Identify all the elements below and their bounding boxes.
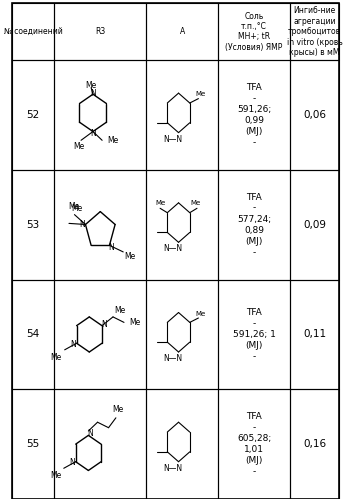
Text: Me: Me <box>129 318 141 327</box>
Bar <box>12 170 54 279</box>
Bar <box>54 170 146 279</box>
Bar <box>146 389 218 499</box>
Bar <box>218 170 290 279</box>
Bar <box>146 170 218 279</box>
Bar <box>12 3 54 60</box>
Bar <box>218 279 290 389</box>
Text: Me: Me <box>68 203 79 212</box>
Text: Me: Me <box>112 405 123 414</box>
Bar <box>146 279 218 389</box>
Text: Me: Me <box>108 136 119 145</box>
Text: TFA
-
591,26;
0,99
(MJ)
-: TFA - 591,26; 0,99 (MJ) - <box>237 83 271 147</box>
Text: Ингиб-ние
агрегации
тромбоцитов
in vitro (кровь
крысы) в мМ: Ингиб-ние агрегации тромбоцитов in vitro… <box>287 6 342 57</box>
Text: Me: Me <box>50 472 61 481</box>
Text: 54: 54 <box>27 329 40 339</box>
Text: Me: Me <box>124 252 135 261</box>
Text: Me: Me <box>74 142 85 151</box>
Text: R3: R3 <box>95 27 105 36</box>
Bar <box>54 389 146 499</box>
Text: N: N <box>101 320 107 329</box>
Text: 0,11: 0,11 <box>303 329 326 339</box>
Text: Me: Me <box>51 353 62 362</box>
Bar <box>146 60 218 170</box>
Bar <box>12 279 54 389</box>
Bar <box>218 389 290 499</box>
Bar <box>146 3 218 60</box>
Text: N: N <box>90 89 96 98</box>
Bar <box>218 60 290 170</box>
Text: A: A <box>179 27 185 36</box>
Bar <box>12 60 54 170</box>
Text: Me: Me <box>155 200 165 206</box>
Bar <box>290 279 339 389</box>
Text: N: N <box>69 458 75 467</box>
Text: TFA
-
577,24;
0,89
(MJ)
-: TFA - 577,24; 0,89 (MJ) - <box>237 193 271 257</box>
Text: N: N <box>87 429 93 438</box>
Text: N—N: N—N <box>163 354 183 363</box>
Text: Me: Me <box>195 91 206 97</box>
Text: TFA
-
605,28;
1,01
(MJ)
-: TFA - 605,28; 1,01 (MJ) - <box>237 412 271 477</box>
Text: N: N <box>70 340 76 349</box>
Bar <box>54 3 146 60</box>
Text: Соль
т.п.,°С
МН+; tR
(Условия) ЯМР: Соль т.п.,°С МН+; tR (Условия) ЯМР <box>226 11 283 52</box>
Text: 53: 53 <box>27 220 40 230</box>
Bar <box>290 60 339 170</box>
Text: Me: Me <box>71 204 83 213</box>
Text: № соединений: № соединений <box>4 27 62 36</box>
Text: Me: Me <box>191 200 201 206</box>
Bar <box>218 3 290 60</box>
Bar <box>54 60 146 170</box>
Bar <box>54 279 146 389</box>
Text: TFA
-
591,26; 1
(MJ)
-: TFA - 591,26; 1 (MJ) - <box>233 308 276 361</box>
Text: Me: Me <box>115 306 126 315</box>
Text: 0,16: 0,16 <box>303 439 326 449</box>
Text: 0,06: 0,06 <box>303 110 326 120</box>
Text: 52: 52 <box>27 110 40 120</box>
Text: 0,09: 0,09 <box>303 220 326 230</box>
Bar <box>290 170 339 279</box>
Text: N: N <box>108 243 114 252</box>
Text: N—N: N—N <box>163 464 183 473</box>
Text: Me: Me <box>195 310 206 317</box>
Text: N—N: N—N <box>163 135 183 144</box>
Text: N—N: N—N <box>163 245 183 253</box>
Text: N: N <box>79 220 85 229</box>
Bar <box>12 389 54 499</box>
Text: Me: Me <box>85 81 97 90</box>
Bar <box>290 3 339 60</box>
Text: N: N <box>90 129 96 138</box>
Bar <box>290 389 339 499</box>
Text: 55: 55 <box>27 439 40 449</box>
